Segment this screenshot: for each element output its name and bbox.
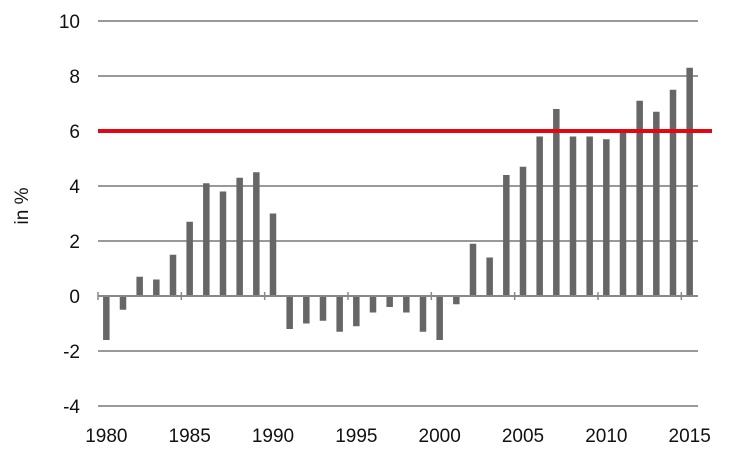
bar-1985 <box>186 221 193 296</box>
bar-2013 <box>653 111 660 296</box>
y-tick-label: 8 <box>69 67 80 88</box>
bar-2011 <box>619 131 627 296</box>
bar-2012 <box>636 100 643 296</box>
bar-2009 <box>586 136 593 296</box>
bar-1989 <box>253 172 260 296</box>
x-tick-label: 1985 <box>169 426 211 447</box>
x-tick-label: 2005 <box>502 426 544 447</box>
bar-1986 <box>203 183 210 296</box>
bar-1992 <box>303 296 310 324</box>
y-axis-title: in % <box>12 187 33 224</box>
bar-1981 <box>119 296 127 310</box>
bar-1984 <box>169 254 177 296</box>
bar-1987 <box>219 191 227 296</box>
bar-1996 <box>369 296 377 313</box>
bar-1994 <box>336 296 343 332</box>
bar-2003 <box>486 257 493 296</box>
y-tick-label: -2 <box>63 342 80 363</box>
y-tick-label: 6 <box>69 122 80 143</box>
y-tick-label: 4 <box>69 177 80 198</box>
x-axis <box>97 292 698 300</box>
bar-1993 <box>319 296 327 321</box>
bar-2001 <box>453 296 460 305</box>
bar-1988 <box>236 177 243 296</box>
bar-1999 <box>419 296 427 332</box>
bar-1982 <box>136 276 143 296</box>
bar-1997 <box>386 296 393 307</box>
bar-2002 <box>469 243 477 296</box>
y-tick-label: -4 <box>63 397 80 418</box>
x-tick-label: 1990 <box>252 426 294 447</box>
x-tick-label: 2015 <box>669 426 711 447</box>
bar-1980 <box>103 296 110 340</box>
x-tick-labels: 1980 1985 1990 1995 2000 2005 2010 2015 <box>85 426 711 447</box>
bar-1998 <box>403 296 410 313</box>
bar-1990 <box>269 213 277 296</box>
bar-2008 <box>569 136 577 296</box>
y-tick-label: 10 <box>59 12 80 33</box>
y-tick-label: 0 <box>69 287 80 308</box>
bar-1995 <box>353 296 360 327</box>
x-tick-label: 2010 <box>585 426 627 447</box>
bar-2010 <box>603 139 610 296</box>
bar-2014 <box>669 89 677 296</box>
bar-2006 <box>536 136 543 296</box>
bar-2005 <box>519 166 527 296</box>
bar-2000 <box>436 296 443 340</box>
y-tick-label: 2 <box>69 232 80 253</box>
bar-1983 <box>153 279 160 296</box>
bar-2004 <box>503 175 510 296</box>
bars <box>103 67 693 340</box>
x-tick-label: 1995 <box>335 426 377 447</box>
x-tick-label: 2000 <box>419 426 461 447</box>
x-tick-label: 1980 <box>85 426 127 447</box>
y-tick-labels: -4 -2 0 2 4 6 8 10 <box>59 12 81 418</box>
bar-1991 <box>286 296 293 329</box>
bar-2007 <box>553 109 560 296</box>
bar-2015 <box>686 67 693 296</box>
